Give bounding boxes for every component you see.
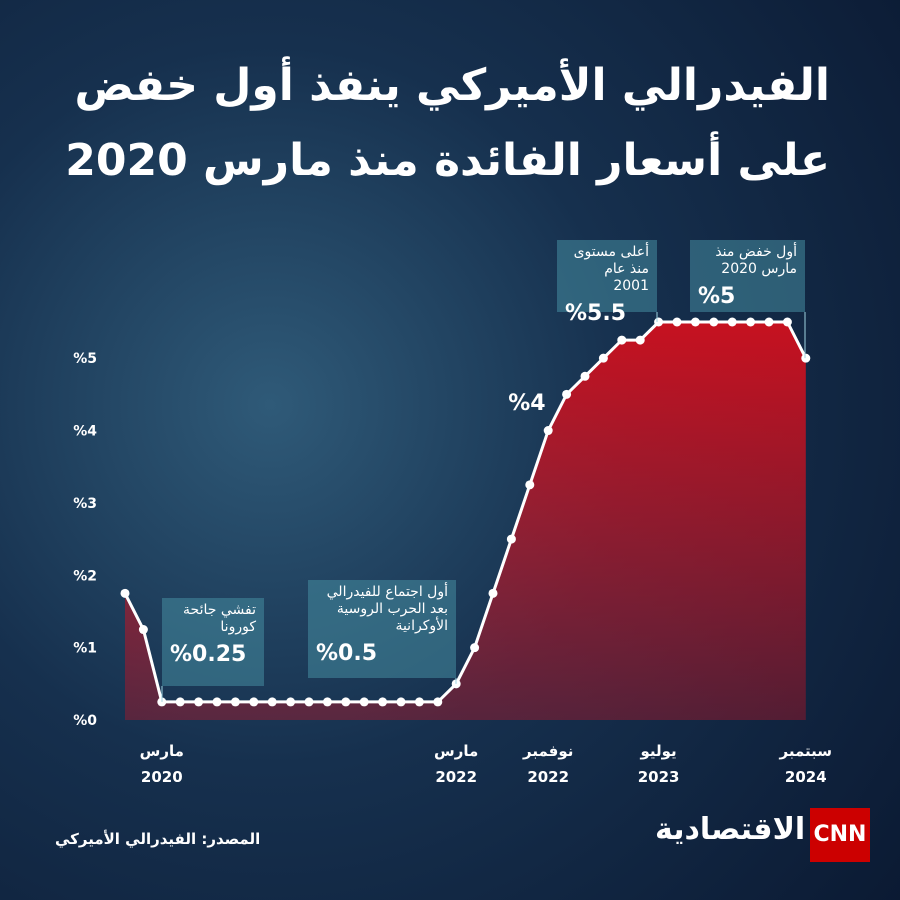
point <box>359 697 369 707</box>
annotation-text: تفشي جائحة كورونا <box>183 602 256 635</box>
point <box>580 371 590 381</box>
point <box>267 697 277 707</box>
point <box>782 317 792 327</box>
x-tick-label: مارس 2020 <box>139 742 184 786</box>
point <box>194 697 204 707</box>
annotation-value: %5.5 <box>565 301 627 326</box>
annotation: أول خفض منذ مارس 2020 %5 <box>690 240 805 312</box>
chart-title: الفيدرالي الأميركي ينفذ أول خفض <box>74 60 830 111</box>
y-tick-label: %1 <box>73 641 97 657</box>
annotation-label: %4 <box>508 390 546 416</box>
point <box>635 335 645 345</box>
point <box>488 588 498 598</box>
point <box>525 480 535 490</box>
y-tick-label: %4 <box>73 424 97 440</box>
point <box>617 335 627 345</box>
chart-subtitle: على أسعار الفائدة منذ مارس 2020 <box>65 135 830 186</box>
annotation-value: %0.5 <box>316 641 378 666</box>
point <box>433 697 443 707</box>
point <box>746 317 756 327</box>
point <box>764 317 774 327</box>
x-tick-label: نوفمبر 2022 <box>523 742 574 786</box>
y-tick-label: %2 <box>73 568 97 584</box>
point <box>598 353 608 363</box>
point <box>396 697 406 707</box>
point <box>322 697 332 707</box>
point <box>341 697 351 707</box>
area <box>125 322 806 720</box>
point <box>120 588 130 598</box>
point <box>304 697 314 707</box>
point <box>470 643 480 653</box>
point <box>175 697 185 707</box>
annotation: تفشي جائحة كورونا %0.25 <box>162 598 264 686</box>
x-tick-label: سبتمبر 2024 <box>779 742 833 786</box>
point <box>286 697 296 707</box>
source: المصدر: الفيدرالي الأميركي <box>55 830 261 848</box>
point <box>562 389 572 399</box>
point <box>672 317 682 327</box>
point <box>709 317 719 327</box>
point <box>138 625 148 635</box>
logo: CNN <box>810 808 870 862</box>
point <box>801 353 811 363</box>
y-tick-label: %0 <box>73 713 97 729</box>
point <box>654 317 664 327</box>
point <box>212 697 222 707</box>
point <box>727 317 737 327</box>
annotation: أول اجتماع للفيدرالي بعد الحرب الروسية ا… <box>308 580 456 678</box>
point <box>414 697 424 707</box>
annotation-text: أعلى مستوى منذ عام 2001 <box>573 244 649 294</box>
annotation-value: %0.25 <box>170 642 247 667</box>
brand: الاقتصادية <box>655 812 806 847</box>
annotation-text: أول اجتماع للفيدرالي بعد الحرب الروسية ا… <box>326 584 448 634</box>
point <box>543 426 553 436</box>
annotation-text: أول خفض منذ مارس 2020 <box>715 244 797 277</box>
point <box>378 697 388 707</box>
y-tick-label: %3 <box>73 496 97 512</box>
x-tick-label: مارس 2022 <box>434 742 479 786</box>
annotation-value: %5 <box>698 284 736 309</box>
y-tick-label: %5 <box>73 351 97 367</box>
x-tick-label: يوليو 2023 <box>637 742 680 786</box>
annotation: أعلى مستوى منذ عام 2001 %5.5 <box>557 240 657 326</box>
point <box>249 697 259 707</box>
point <box>230 697 240 707</box>
point <box>506 534 516 544</box>
point <box>690 317 700 327</box>
